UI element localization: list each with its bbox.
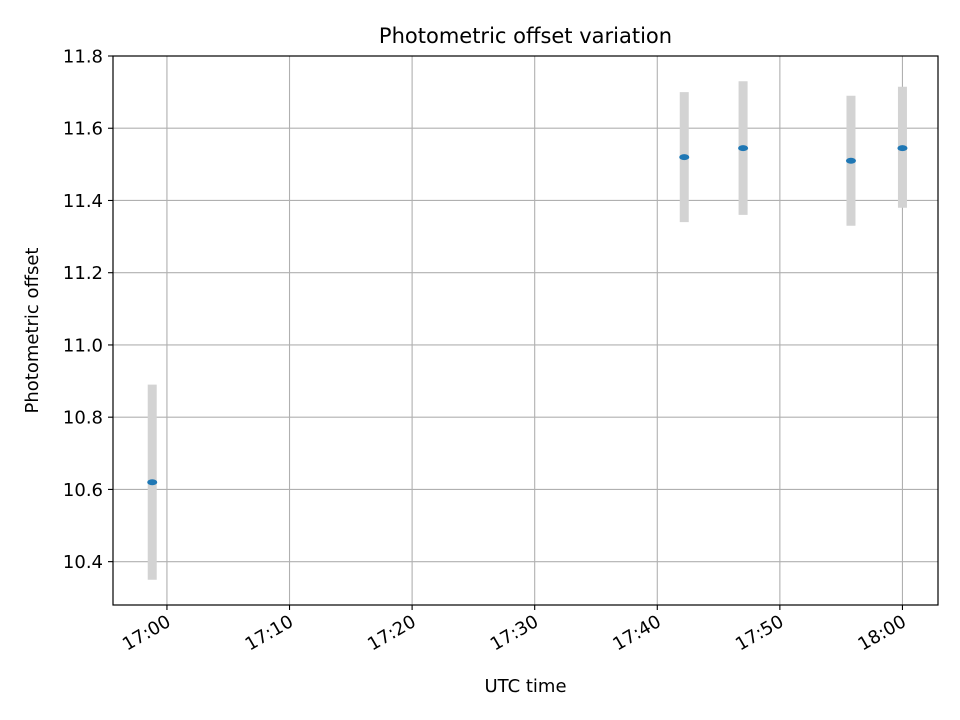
y-axis-title: Photometric offset <box>22 248 43 414</box>
plot-frame <box>112 55 939 606</box>
data-point <box>738 145 749 152</box>
y-tick-label: 11.0 <box>63 335 103 356</box>
y-tick-label: 11.2 <box>63 263 103 284</box>
data-point <box>897 145 908 152</box>
y-tick-label: 10.4 <box>63 552 103 573</box>
data-point <box>679 154 690 161</box>
data-markers <box>147 145 908 486</box>
y-tick-label: 10.8 <box>63 408 103 429</box>
y-tick-label: 10.6 <box>63 480 103 501</box>
grid <box>113 55 938 605</box>
chart-title: Photometric offset variation <box>379 24 672 48</box>
y-tick-label: 11.6 <box>63 119 103 140</box>
x-axis-title: UTC time <box>484 676 566 697</box>
y-tick-label: 11.4 <box>63 191 103 212</box>
data-point <box>845 157 856 164</box>
y-tick-label: 11.8 <box>63 47 103 68</box>
data-point <box>147 479 158 486</box>
